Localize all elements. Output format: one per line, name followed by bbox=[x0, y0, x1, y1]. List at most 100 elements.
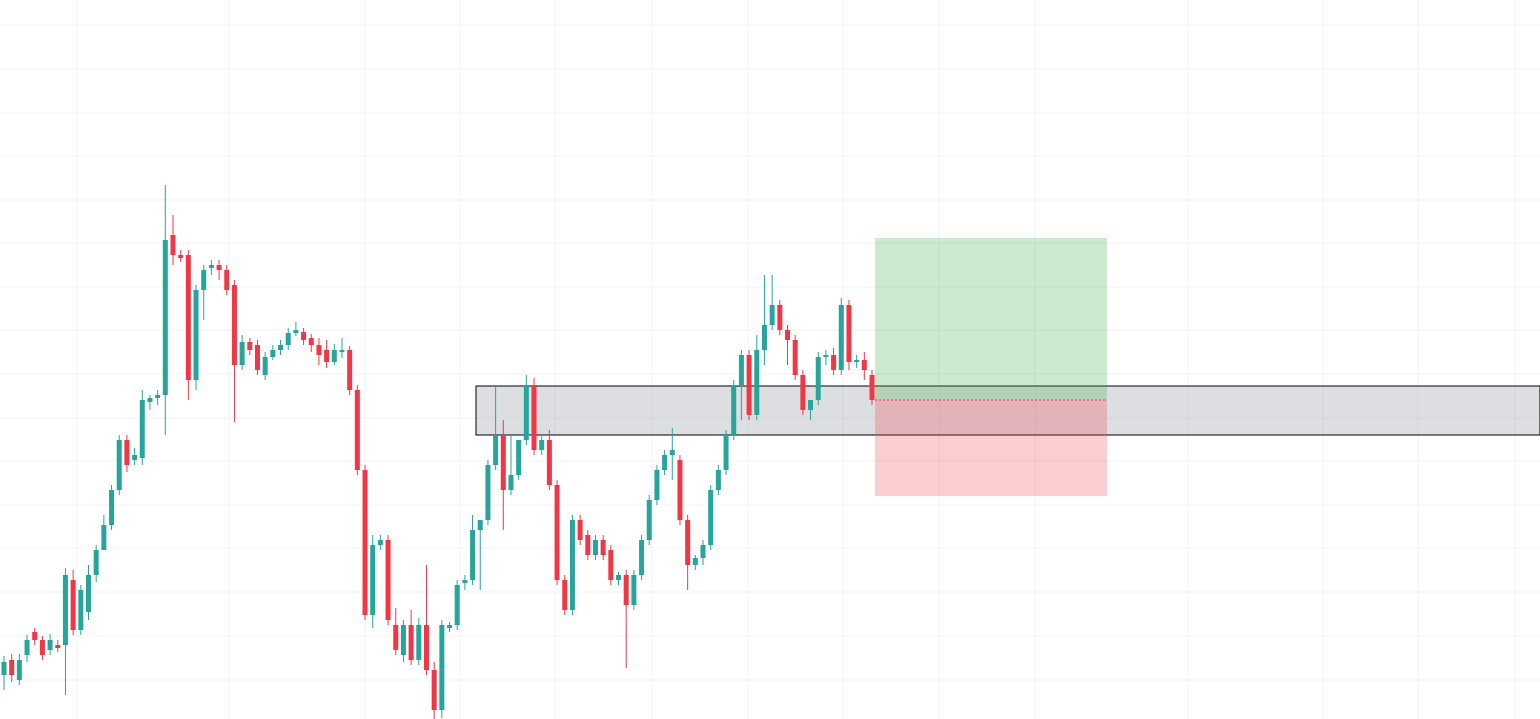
candle-body bbox=[654, 470, 660, 500]
candle-body bbox=[869, 375, 875, 400]
candle-body bbox=[293, 330, 299, 333]
candle-body bbox=[55, 645, 61, 648]
candle-body bbox=[385, 540, 391, 620]
candle-body bbox=[408, 625, 414, 660]
candle-body bbox=[761, 325, 767, 350]
candle-body bbox=[508, 475, 514, 490]
candle-body bbox=[316, 345, 322, 355]
candle-body bbox=[731, 385, 737, 435]
candle-body bbox=[285, 333, 291, 345]
candle-body bbox=[324, 350, 330, 362]
candle-body bbox=[861, 360, 867, 370]
candle-body bbox=[800, 375, 806, 410]
candle-body bbox=[500, 435, 506, 490]
candle-body bbox=[39, 640, 45, 655]
candle-body bbox=[454, 585, 460, 625]
candle-body bbox=[393, 625, 399, 650]
candle-body bbox=[523, 385, 529, 440]
candle-body bbox=[616, 575, 622, 580]
candle-body bbox=[262, 357, 268, 375]
candle-body bbox=[585, 535, 591, 555]
candle-body bbox=[93, 550, 99, 575]
candle-body bbox=[723, 435, 729, 470]
candle-body bbox=[539, 440, 545, 450]
candle-body bbox=[700, 545, 706, 558]
candle-body bbox=[431, 670, 437, 710]
candle-body bbox=[631, 575, 637, 605]
candle-body bbox=[155, 395, 161, 398]
candle-body bbox=[339, 350, 345, 352]
candle-body bbox=[1, 662, 7, 675]
candle-body bbox=[608, 550, 614, 580]
candle-body bbox=[347, 350, 353, 390]
candle-body bbox=[254, 345, 260, 370]
candle-body bbox=[124, 440, 130, 465]
candle-body bbox=[470, 530, 476, 580]
candle-body bbox=[846, 305, 852, 362]
candle-body bbox=[132, 455, 138, 460]
candle-body bbox=[439, 625, 445, 710]
candle-body bbox=[646, 500, 652, 540]
candle-body bbox=[47, 640, 53, 650]
candle-body bbox=[531, 385, 537, 450]
candle-body bbox=[815, 357, 821, 400]
candle-body bbox=[516, 440, 522, 475]
candle-body bbox=[600, 540, 606, 555]
candle-body bbox=[462, 580, 468, 583]
candle-body bbox=[493, 435, 499, 465]
candle-body bbox=[224, 270, 230, 290]
candle-body bbox=[808, 400, 814, 410]
candle-body bbox=[777, 305, 783, 330]
candle-body bbox=[85, 575, 91, 612]
candle-body bbox=[746, 355, 752, 415]
candle-body bbox=[193, 290, 199, 380]
candle-body bbox=[139, 400, 145, 458]
candle-body bbox=[109, 490, 115, 525]
candle-body bbox=[477, 520, 483, 530]
candle-body bbox=[278, 345, 284, 350]
candle-body bbox=[201, 270, 207, 290]
candle-body bbox=[9, 660, 15, 675]
candle-body bbox=[769, 305, 775, 325]
candle-body bbox=[62, 575, 68, 645]
candle-body bbox=[485, 465, 491, 520]
candle-body bbox=[301, 332, 307, 340]
candle-body bbox=[623, 575, 629, 605]
candle-body bbox=[447, 625, 453, 628]
candle-body bbox=[70, 580, 76, 630]
candle-body bbox=[831, 355, 837, 370]
candle-body bbox=[170, 235, 176, 255]
candle-body bbox=[562, 580, 568, 610]
candle-body bbox=[685, 520, 691, 565]
candle-body bbox=[785, 330, 791, 340]
candle-body bbox=[554, 485, 560, 580]
candle-body bbox=[416, 625, 422, 660]
candle-body bbox=[116, 440, 122, 490]
candle-body bbox=[162, 240, 168, 395]
candle-body bbox=[854, 360, 860, 362]
candle-body bbox=[423, 625, 429, 670]
candle-body bbox=[239, 342, 245, 365]
candle-body bbox=[577, 520, 583, 540]
candle-body bbox=[838, 305, 844, 370]
candle-body bbox=[354, 390, 360, 470]
candle-body bbox=[216, 265, 222, 270]
candle-body bbox=[208, 265, 214, 268]
candle-body bbox=[715, 470, 721, 490]
candle-body bbox=[147, 398, 153, 402]
candle-body bbox=[400, 625, 406, 655]
candle-body bbox=[247, 342, 253, 350]
candle-body bbox=[639, 540, 645, 575]
candle-body bbox=[362, 470, 368, 615]
candle-body bbox=[16, 660, 22, 680]
candle-body bbox=[231, 285, 237, 365]
candle-body bbox=[308, 338, 314, 345]
zone bbox=[475, 385, 1540, 436]
candle-body bbox=[662, 455, 668, 470]
candle-body bbox=[692, 558, 698, 565]
candle-body bbox=[592, 540, 598, 555]
candle-body bbox=[32, 632, 38, 640]
candle-body bbox=[669, 450, 675, 455]
